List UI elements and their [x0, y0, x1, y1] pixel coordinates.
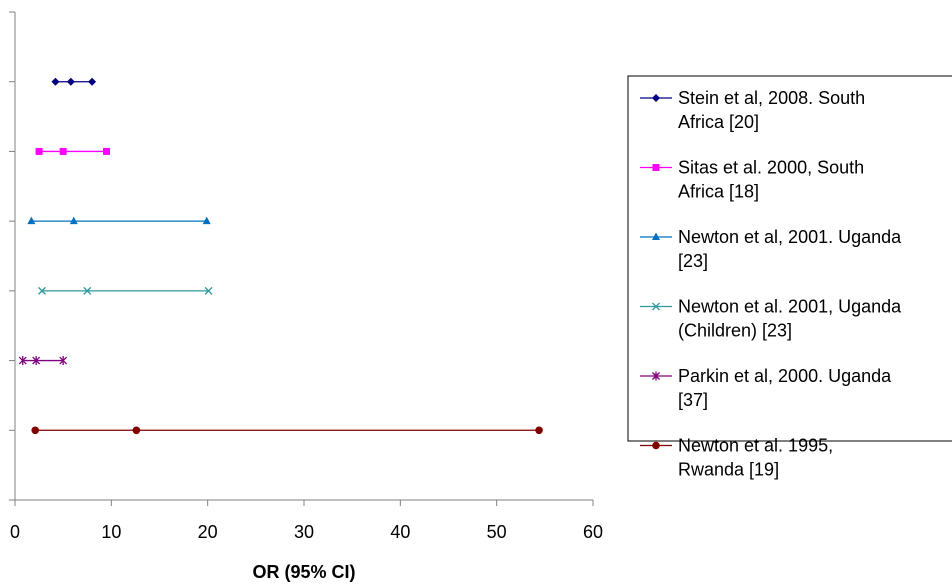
legend-label-line2: Africa [18] — [678, 182, 759, 202]
plot-axes — [9, 11, 594, 506]
x-tick-label: 10 — [101, 522, 121, 542]
x-tick-label: 40 — [390, 522, 410, 542]
legend-swatch-marker — [652, 371, 660, 381]
legend-entry: Sitas et al. 2000, South Africa [18] — [640, 158, 864, 202]
legend-label-line2: Rwanda [19] — [678, 460, 779, 480]
legend-label-line2: [37] — [678, 390, 708, 410]
ci-upper-point — [202, 216, 211, 225]
ci-upper-point — [535, 426, 543, 435]
ci-lower-point — [18, 356, 27, 366]
series-row — [35, 147, 111, 155]
ci-upper-point — [204, 286, 213, 295]
legend-entry: Newton et al. 2001, Uganda (Children) [23… — [640, 297, 902, 341]
legend-label-line1: Newton et al, 2001. Uganda — [678, 227, 902, 247]
or-point — [66, 77, 75, 86]
x-tick-label: 50 — [487, 522, 507, 542]
series-row — [27, 216, 211, 225]
legend-label-line1: Newton et al. 1995, — [678, 436, 833, 456]
ci-lower-point — [35, 147, 43, 155]
legend-entry: Newton et al, 2001. Uganda [23] — [640, 227, 902, 271]
legend-label-line2: Africa [20] — [678, 112, 759, 132]
ci-lower-point — [27, 216, 36, 225]
ci-lower-point — [38, 286, 46, 295]
legend-label-line1: Stein et al, 2008. South — [678, 88, 865, 108]
legend-swatch-marker — [652, 164, 660, 171]
legend-swatch-marker — [652, 302, 660, 311]
or-point — [32, 356, 41, 366]
ci-lower-point — [51, 77, 60, 86]
legend-swatch-marker — [652, 232, 660, 240]
legend-label-line1: Newton et al. 2001, Uganda — [678, 297, 902, 317]
plot-marks — [18, 77, 543, 435]
ci-upper-point — [59, 356, 68, 366]
x-tick-label: 20 — [198, 522, 218, 542]
legend-label-line2: [23] — [678, 251, 708, 271]
series-row — [18, 356, 68, 366]
legend-label-line1: Sitas et al. 2000, South — [678, 158, 864, 178]
legend-label-line2: (Children) [23] — [678, 321, 792, 341]
legend-swatch-marker — [652, 441, 660, 450]
legend-entry: Newton et al. 1995, Rwanda [19] — [640, 436, 833, 480]
legend-box — [627, 75, 952, 442]
series-row — [38, 286, 213, 295]
or-point — [132, 426, 141, 435]
x-axis-title: OR (95% CI) — [252, 562, 355, 582]
x-tick-label: 0 — [10, 522, 20, 542]
legend-swatch-marker — [652, 94, 660, 102]
legend: Stein et al, 2008. South Africa [20] Sitas… — [627, 75, 952, 480]
ci-upper-point — [103, 147, 111, 155]
legend-label-line1: Parkin et al, 2000. Uganda — [678, 366, 892, 386]
ci-upper-point — [88, 77, 97, 86]
x-tick-labels: 0 10 20 30 40 50 60 — [10, 522, 603, 542]
x-tick-label: 60 — [583, 522, 603, 542]
series-row — [31, 426, 543, 435]
series-row — [51, 77, 97, 86]
legend-entry: Parkin et al, 2000. Uganda [37] — [640, 366, 892, 410]
legend-entry: Stein et al, 2008. South Africa [20] — [640, 88, 865, 132]
or-point — [83, 286, 92, 295]
x-tick-label: 30 — [294, 522, 314, 542]
ci-lower-point — [31, 426, 40, 435]
or-point — [59, 147, 67, 155]
or-point — [69, 216, 78, 225]
